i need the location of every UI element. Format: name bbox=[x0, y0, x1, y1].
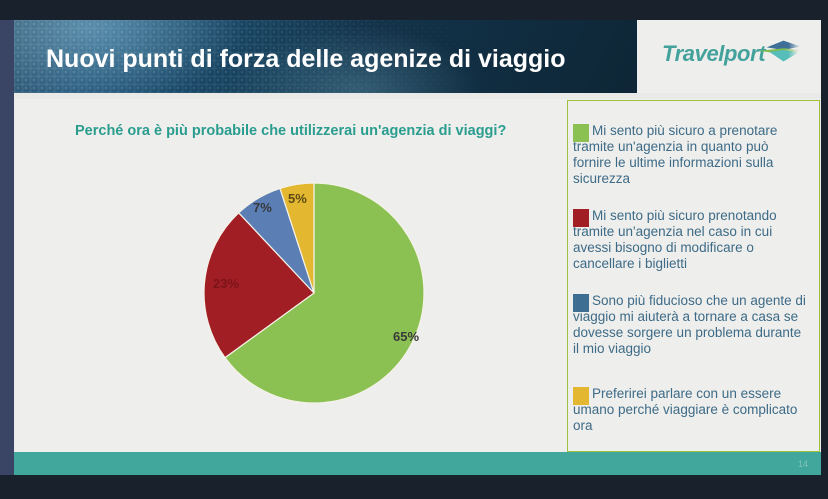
svg-text:65%: 65% bbox=[393, 329, 419, 344]
svg-text:5%: 5% bbox=[288, 191, 307, 206]
svg-text:7%: 7% bbox=[253, 200, 272, 215]
svg-text:23%: 23% bbox=[213, 276, 239, 291]
